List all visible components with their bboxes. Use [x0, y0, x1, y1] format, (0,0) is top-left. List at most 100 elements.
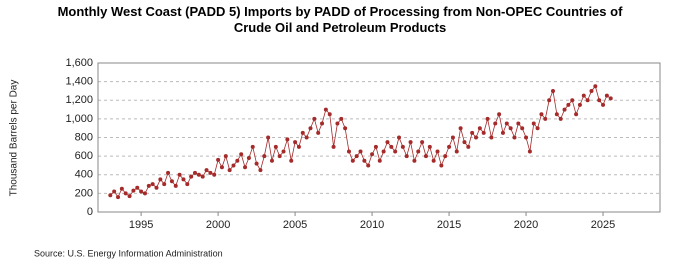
data-point [420, 140, 425, 145]
data-point [574, 112, 579, 117]
data-point [427, 144, 432, 149]
data-point [350, 158, 355, 163]
data-point [531, 121, 536, 126]
data-point [470, 130, 475, 135]
data-point [135, 185, 140, 190]
data-point [169, 179, 174, 184]
data-point [423, 154, 428, 159]
data-point [185, 182, 190, 187]
data-point [312, 116, 317, 121]
data-point [173, 183, 178, 188]
data-point [219, 165, 224, 170]
data-point [200, 174, 205, 179]
data-point [450, 135, 455, 140]
data-point [508, 126, 513, 131]
y-tick-label: 1,400 [65, 76, 93, 88]
x-tick-label: 2000 [206, 219, 230, 231]
data-point [150, 182, 155, 187]
data-point [235, 158, 240, 163]
data-point [562, 107, 567, 112]
data-point [139, 189, 144, 194]
data-point [570, 98, 575, 103]
data-point [277, 154, 282, 159]
data-point [296, 144, 301, 149]
data-point [601, 102, 606, 107]
data-point [343, 126, 348, 131]
data-point [293, 140, 298, 145]
data-point [327, 112, 332, 117]
data-point [181, 177, 186, 182]
data-point [581, 93, 586, 98]
data-point [116, 195, 121, 200]
data-point [119, 186, 124, 191]
data-point [566, 102, 571, 107]
data-point [489, 135, 494, 140]
data-point [520, 126, 525, 131]
x-tick-label: 2010 [360, 219, 384, 231]
data-point [146, 183, 151, 188]
data-point [512, 135, 517, 140]
data-point [381, 149, 386, 154]
data-point [404, 154, 409, 159]
data-point [535, 126, 540, 131]
data-point [216, 157, 221, 162]
data-point [223, 154, 228, 159]
data-point [131, 188, 136, 193]
y-tick-label: 800 [75, 131, 93, 143]
data-point [554, 112, 559, 117]
data-point [493, 121, 498, 126]
data-point [539, 112, 544, 117]
data-point [462, 140, 467, 145]
data-point [262, 154, 267, 159]
data-point [142, 191, 147, 196]
data-point [320, 121, 325, 126]
data-point [250, 144, 255, 149]
data-point [243, 165, 248, 170]
data-point [304, 135, 309, 140]
data-point [254, 161, 259, 166]
data-point [166, 170, 171, 175]
data-point [527, 149, 532, 154]
data-point [193, 170, 198, 175]
data-point [231, 163, 236, 168]
data-point [416, 149, 421, 154]
y-tick-label: 1,600 [65, 57, 93, 69]
data-point [366, 163, 371, 168]
data-point [393, 149, 398, 154]
plot-frame [97, 62, 661, 213]
data-point [431, 158, 436, 163]
data-point [466, 144, 471, 149]
data-point [543, 116, 548, 121]
data-point [608, 96, 613, 101]
data-point [443, 154, 448, 159]
y-tick-label: 400 [75, 169, 93, 181]
data-point [162, 182, 167, 187]
data-point [474, 135, 479, 140]
data-point [408, 140, 413, 145]
data-point [300, 130, 305, 135]
series-line [110, 85, 611, 198]
data-point [504, 121, 509, 126]
data-point [354, 154, 359, 159]
data-point [281, 149, 286, 154]
data-point [108, 193, 113, 198]
data-point [323, 107, 328, 112]
data-point [516, 121, 521, 126]
data-point [435, 149, 440, 154]
data-point [316, 130, 321, 135]
data-point [377, 158, 382, 163]
data-point [485, 116, 490, 121]
data-point [289, 158, 294, 163]
data-point [385, 140, 390, 145]
y-tick-label: 1,200 [65, 94, 93, 106]
data-point [112, 189, 117, 194]
data-point [524, 135, 529, 140]
y-tick-label: 200 [75, 187, 93, 199]
data-point [397, 135, 402, 140]
data-point [204, 168, 209, 173]
x-tick-label: 2020 [514, 219, 538, 231]
data-point [597, 98, 602, 103]
source: Source: U.S. Energy Information Administ… [34, 248, 223, 258]
